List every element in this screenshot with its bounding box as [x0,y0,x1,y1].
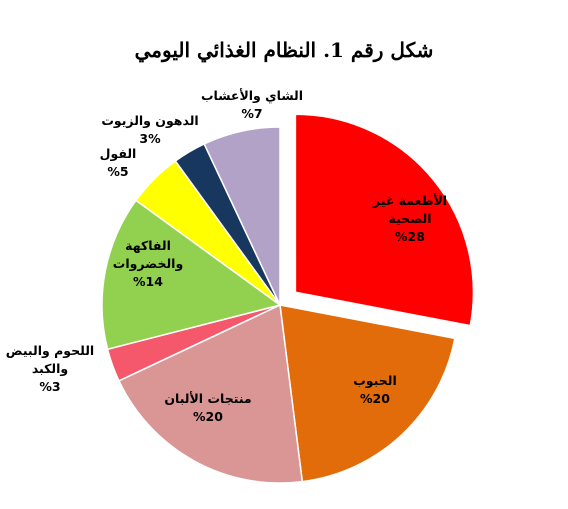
slice-value-7: %7 [241,106,262,121]
slice-label-6: الدهون والزيوت 3% [101,113,198,146]
slice-label-1: الحبوب %20 [353,373,397,406]
slice-name-4-1: والخضروات [113,256,183,271]
slice-2 [117,303,304,484]
slice-1 [279,304,456,483]
slice-name-7-0: الشاي والأعشاب [201,88,303,103]
slice-value-5: %5 [107,164,128,179]
chart-title: شكل رقم 1. النظام الغذائي اليومي [134,38,434,62]
slice-name-3-0: اللحوم والبيض [6,343,94,359]
slice-value-4: %14 [133,274,163,289]
slice-label-0: الأطعمة غير الصحية %28 [372,193,447,244]
slice-value-0: %28 [395,229,425,244]
slice-name-0-1: الصحية [389,211,432,226]
slice-7 [203,126,281,306]
slice-value-3: %3 [39,379,60,394]
slice-name-5-0: الفول [100,146,137,161]
slice-value-1: %20 [360,391,390,406]
slice-value-6: 3% [139,131,161,146]
slice-label-5: الفول %5 [100,146,137,179]
slice-label-3: اللحوم والبيض والكبد %3 [6,343,94,394]
slice-value-2: %20 [193,409,223,424]
slice-4 [101,199,282,351]
pie-slices [101,113,475,484]
slice-name-0-0: الأطعمة غير [372,193,447,208]
slice-name-6-0: الدهون والزيوت [101,113,198,128]
slice-label-7: الشاي والأعشاب %7 [201,88,303,121]
slice-label-4: الفاكهة والخضروات %14 [113,238,183,289]
slice-name-4-0: الفاكهة [125,238,171,253]
slice-name-1-0: الحبوب [353,373,397,388]
slice-name-3-1: والكبد [32,361,68,376]
slice-name-2-0: منتجات الألبان [164,391,251,406]
slice-0 [294,113,475,327]
slice-label-2: منتجات الألبان %20 [164,391,251,424]
